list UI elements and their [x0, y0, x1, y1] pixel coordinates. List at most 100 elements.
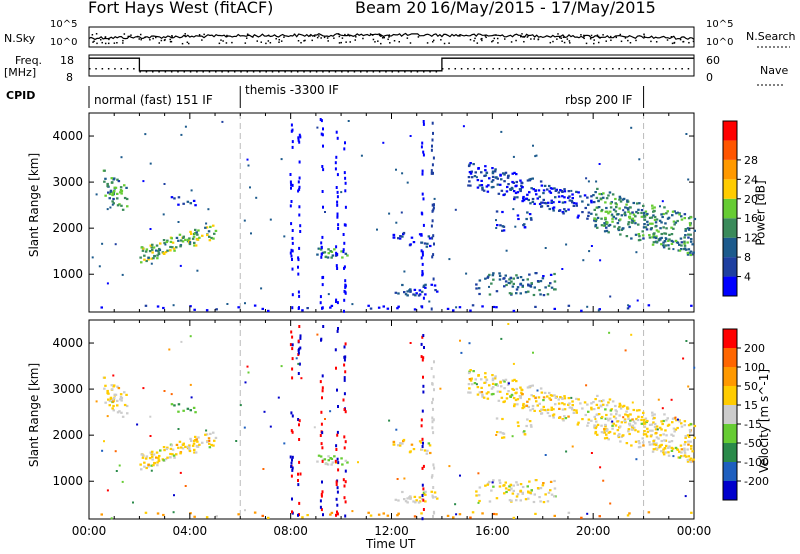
echo-cell: [503, 492, 506, 495]
echo-cell: [423, 242, 427, 245]
echo-cell: [644, 226, 648, 229]
echo-cell: [683, 424, 686, 427]
echo-cell: [417, 501, 421, 504]
echo-cell: [475, 494, 478, 497]
echo-cell: [535, 400, 538, 403]
echo-cell: [495, 290, 499, 293]
nave-point: [511, 68, 513, 70]
echo-cell: [169, 245, 172, 249]
noise-cell: [150, 469, 153, 472]
echo-cell: [113, 397, 116, 400]
nsearch-point: [476, 42, 479, 44]
noise-cell: [298, 213, 301, 217]
echo-cell: [446, 514, 450, 517]
noise-cell: [321, 133, 324, 137]
nsearch-point: [383, 36, 385, 39]
echo-cell: [666, 424, 670, 427]
echo-cell: [501, 210, 504, 214]
noise-cell: [298, 460, 301, 464]
nsearch-point: [597, 41, 600, 44]
noise-cell: [250, 232, 252, 235]
echo-cell: [543, 391, 547, 394]
echo-cell: [521, 186, 524, 189]
echo-cell: [123, 391, 126, 394]
echo-cell: [605, 226, 608, 229]
echo-cell: [406, 501, 409, 504]
nsky-panel-frame: [88, 26, 695, 48]
noise-cell: [289, 455, 292, 459]
echo-cell: [642, 204, 645, 207]
echo-cell: [553, 394, 556, 397]
echo-cell: [237, 513, 240, 516]
nave-point: [612, 68, 614, 70]
echo-cell: [550, 201, 553, 204]
echo-cell: [120, 204, 123, 207]
noise-cell: [290, 411, 293, 415]
echo-cell: [145, 466, 148, 470]
noise-cell: [291, 430, 294, 434]
nsearch-point: [393, 40, 396, 42]
echo-cell: [511, 180, 514, 184]
echo-cell: [341, 463, 344, 466]
echo-cell: [514, 191, 518, 195]
echo-cell: [561, 402, 564, 405]
noise-cell: [421, 141, 424, 145]
echo-cell: [509, 395, 512, 398]
echo-cell: [329, 250, 332, 253]
echo-cell: [671, 210, 675, 213]
echo-cell: [467, 176, 471, 179]
nsearch-point: [605, 40, 607, 42]
echo-cell: [420, 512, 423, 515]
echo-cell: [422, 284, 426, 287]
echo-cell: [499, 173, 502, 176]
echo-cell: [689, 460, 693, 464]
echo-cell: [593, 426, 596, 429]
velocity-colorbar-tick-label: 15: [744, 399, 758, 412]
echo-cell: [520, 181, 524, 185]
echo-cell: [584, 413, 587, 417]
nave-point: [227, 71, 230, 73]
echo-cell: [538, 496, 541, 499]
echo-cell: [476, 386, 480, 389]
echo-cell: [177, 239, 180, 242]
echo-cell: [261, 307, 264, 310]
echo-cell: [603, 224, 607, 227]
echo-cell: [519, 292, 522, 295]
echo-cell: [214, 229, 218, 232]
noise-cell: [343, 392, 346, 396]
echo-cell: [386, 307, 390, 310]
echo-cell: [678, 243, 681, 246]
echo-cell: [547, 408, 550, 411]
echo-cell: [214, 436, 218, 439]
echo-cell: [111, 193, 114, 197]
noise-cell: [684, 495, 687, 498]
echo-cell: [522, 197, 525, 200]
echo-cell: [401, 490, 404, 494]
echo-cell: [422, 285, 425, 288]
noise-cell: [636, 299, 639, 302]
nave-point: [404, 71, 406, 73]
echo-cell: [603, 431, 607, 434]
echo-cell: [596, 423, 600, 426]
nsearch-point: [93, 40, 95, 43]
noise-cell: [291, 510, 293, 514]
echo-cell: [575, 409, 578, 412]
echo-cell: [109, 396, 113, 399]
nsearch-point: [338, 35, 341, 38]
echo-cell: [179, 452, 182, 455]
echo-cell: [550, 408, 553, 411]
noise-cell: [532, 144, 534, 147]
echo-cell: [680, 248, 683, 251]
nsearch-point: [597, 35, 600, 38]
echo-cell: [653, 215, 657, 219]
noise-cell: [226, 303, 229, 305]
noise-cell: [190, 396, 193, 399]
echo-cell: [674, 221, 678, 224]
echo-cell: [480, 184, 484, 187]
echo-cell: [567, 403, 570, 406]
nsearch-point: [474, 37, 476, 40]
echo-cell: [327, 248, 330, 251]
noise-cell: [177, 221, 180, 223]
echo-cell: [689, 431, 692, 434]
noise-cell: [335, 513, 337, 517]
